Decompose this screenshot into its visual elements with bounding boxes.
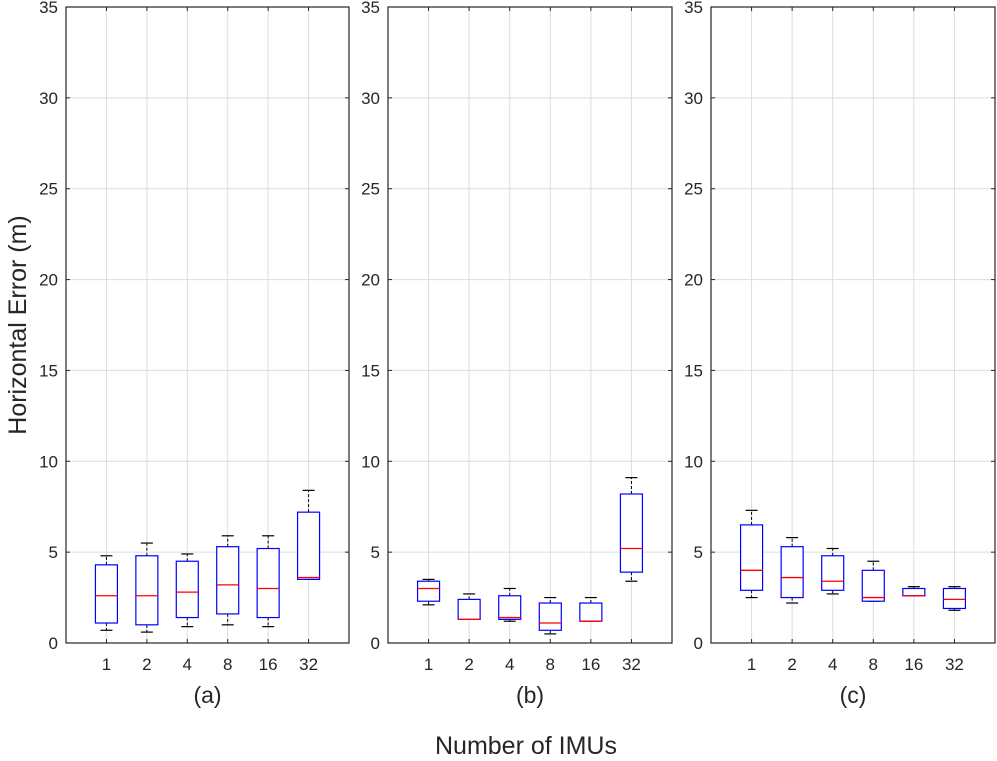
- y-axis-title: Horizontal Error (m): [4, 215, 32, 434]
- y-tick-label: 30: [684, 89, 703, 108]
- y-tick-label: 15: [684, 361, 703, 380]
- y-tick-label: 35: [39, 0, 58, 17]
- panel-3: 0 5 10 15 20 25 30 35 1 2 4 8 16 32 (c): [684, 0, 996, 708]
- box-iqr: [216, 546, 240, 615]
- x-tick-label: 1: [424, 655, 433, 674]
- box-4: [821, 547, 845, 595]
- panel-label: (b): [516, 682, 544, 708]
- box-1: [94, 555, 119, 631]
- plot-frame: [710, 6, 996, 644]
- x-tick-label: 32: [945, 655, 964, 674]
- x-tick-label: 8: [223, 655, 232, 674]
- box-16: [579, 596, 603, 622]
- plot-frame: [65, 6, 350, 644]
- x-tick-label: 8: [546, 655, 555, 674]
- y-tick-label: 20: [361, 271, 380, 290]
- box-1: [416, 578, 441, 606]
- box-iqr: [296, 511, 321, 580]
- box-iqr: [902, 587, 926, 597]
- box-8: [216, 535, 240, 626]
- y-tick-label: 20: [39, 271, 58, 290]
- y-tick-label: 35: [684, 0, 703, 17]
- x-tick-label: 8: [869, 655, 878, 674]
- x-tick-label: 16: [581, 655, 600, 674]
- box-iqr: [942, 587, 967, 610]
- box-1: [739, 509, 764, 599]
- box-iqr: [175, 560, 199, 619]
- box-32: [619, 477, 644, 582]
- x-tick-label: 32: [622, 655, 641, 674]
- y-tick-label: 35: [361, 0, 380, 17]
- box-iqr: [498, 595, 522, 620]
- panel-1: 0 5 10 15 20 25 30 35 1 2 4 8 16 32 (a): [39, 0, 350, 708]
- y-tick-label: 20: [684, 271, 703, 290]
- box-8: [861, 560, 885, 602]
- y-tick-label: 25: [684, 180, 703, 199]
- box-iqr: [739, 524, 764, 591]
- x-tick-label: 1: [747, 655, 756, 674]
- y-tick-label: 5: [694, 543, 703, 562]
- x-tick-label: 16: [259, 655, 278, 674]
- y-tick-label: 5: [371, 543, 380, 562]
- box-iqr: [821, 555, 845, 591]
- x-tick-label: 2: [464, 655, 473, 674]
- box-2: [135, 542, 159, 633]
- x-tick-label: 1: [102, 655, 111, 674]
- y-tick-label: 30: [39, 89, 58, 108]
- y-tick-label: 25: [39, 180, 58, 199]
- panel-label: (a): [193, 682, 221, 708]
- y-tick-label: 15: [39, 361, 58, 380]
- box-8: [538, 596, 562, 635]
- box-iqr: [579, 602, 603, 622]
- box-16: [256, 535, 280, 628]
- y-tick-label: 30: [361, 89, 380, 108]
- box-2: [457, 593, 481, 621]
- x-tick-label: 4: [505, 655, 514, 674]
- x-tick-label: 2: [142, 655, 151, 674]
- panel-2: 0 5 10 15 20 25 30 35 1 2 4 8 16 32 (b): [361, 0, 673, 708]
- x-tick-label: 16: [904, 655, 923, 674]
- panel-label: (c): [840, 682, 867, 708]
- y-tick-label: 5: [49, 543, 58, 562]
- y-tick-label: 0: [371, 634, 380, 653]
- x-axis-title: Number of IMUs: [435, 732, 617, 760]
- y-tick-label: 25: [361, 180, 380, 199]
- x-tick-label: 4: [183, 655, 192, 674]
- box-32: [942, 586, 967, 611]
- x-tick-label: 4: [828, 655, 837, 674]
- x-tick-label: 2: [787, 655, 796, 674]
- y-tick-label: 10: [39, 452, 58, 471]
- box-32: [296, 489, 321, 581]
- y-tick-label: 0: [694, 634, 703, 653]
- box-4: [175, 553, 199, 628]
- plot-frame: [387, 6, 673, 644]
- box-iqr: [94, 564, 119, 624]
- box-iqr: [780, 546, 804, 599]
- box-iqr: [135, 555, 159, 626]
- y-tick-label: 10: [361, 452, 380, 471]
- box-4: [498, 587, 522, 622]
- box-iqr: [538, 602, 562, 631]
- x-tick-label: 32: [299, 655, 318, 674]
- box-iqr: [256, 547, 280, 619]
- y-tick-label: 0: [49, 634, 58, 653]
- y-tick-label: 10: [684, 452, 703, 471]
- y-tick-label: 15: [361, 361, 380, 380]
- box-iqr: [416, 580, 441, 602]
- box-iqr: [619, 493, 644, 573]
- box-16: [902, 586, 926, 597]
- box-iqr: [861, 569, 885, 602]
- box-2: [780, 537, 804, 604]
- box-iqr: [457, 598, 481, 620]
